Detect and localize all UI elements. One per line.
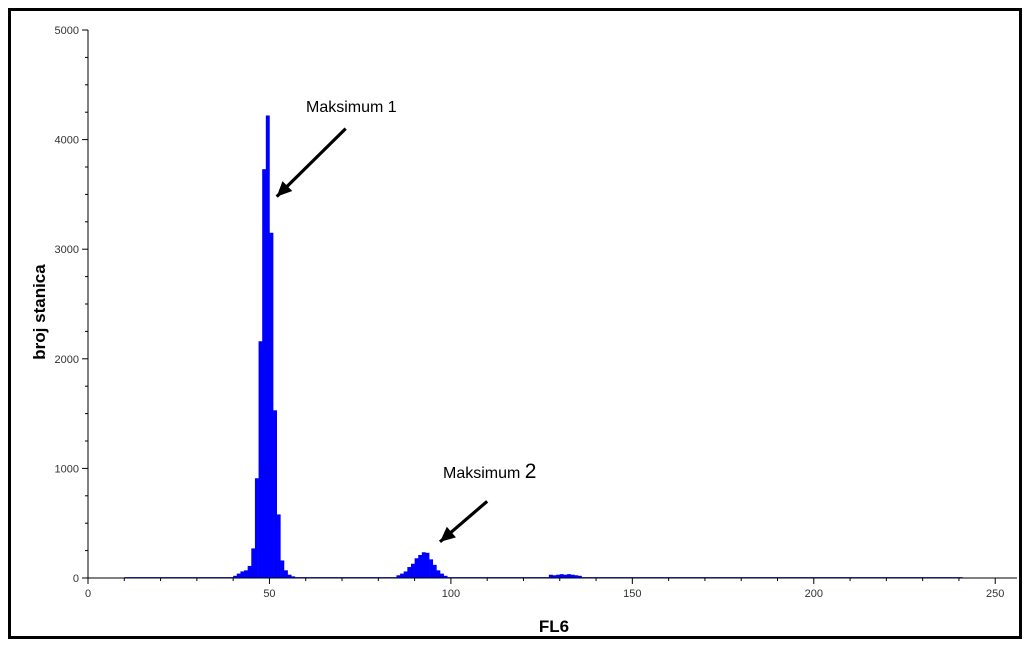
histogram-bar: [440, 573, 444, 578]
histogram-bar: [276, 514, 281, 578]
y-tick-label: 3000: [55, 244, 79, 256]
histogram-bar: [567, 574, 571, 578]
histogram-bar: [400, 573, 405, 578]
y-tick-label: 1000: [55, 463, 79, 475]
histogram-bar: [421, 552, 426, 578]
histogram-bar: [432, 564, 437, 578]
x-tick-label: 200: [805, 588, 823, 600]
y-tick-label: 4000: [55, 135, 79, 147]
annotation-number: 2: [525, 460, 537, 483]
histogram-bar: [396, 575, 401, 578]
histogram-bar: [410, 563, 415, 578]
histogram-bar: [233, 575, 238, 578]
y-tick-label: 2000: [55, 354, 79, 366]
histogram-bar: [403, 571, 408, 578]
histogram-bar: [283, 570, 288, 578]
histogram-bar: [262, 169, 267, 578]
axes: [87, 30, 1017, 579]
x-tick-label: 150: [623, 588, 641, 600]
histogram-bar: [247, 565, 252, 578]
histogram-bar: [570, 574, 575, 578]
histogram-bar: [280, 560, 285, 578]
histogram-bar: [425, 552, 430, 578]
histogram-bar: [265, 115, 270, 578]
annotation-label: Maksimum 2: [443, 460, 536, 483]
histogram-bar: [577, 575, 582, 578]
histogram-bar: [244, 570, 248, 578]
x-tick-label: 0: [85, 588, 91, 600]
annotation-arrow-shaft: [275, 127, 347, 198]
annotation-text: Maksimum: [443, 465, 525, 482]
histogram-bar: [254, 478, 259, 578]
y-tick-label: 5000: [55, 25, 79, 37]
histogram-bar: [258, 341, 263, 578]
histogram-bar: [552, 575, 557, 578]
chart-frame: [8, 8, 1022, 639]
ticks: 0 1000 2000 3000 4000 5000 0 50 100 150 200 250: [55, 25, 1005, 600]
annotation-label: Maksimum 1: [306, 99, 397, 116]
x-tick-label: 100: [442, 588, 460, 600]
histogram-bar: [269, 232, 274, 578]
annotation-arrow-head: [440, 526, 456, 542]
histogram-bar: [556, 574, 561, 578]
x-axis-title: FL6: [539, 617, 569, 636]
annotation-arrow-head: [276, 181, 293, 197]
histogram-bar: [287, 574, 292, 578]
bars: [124, 115, 963, 578]
x-tick-label: 250: [986, 588, 1004, 600]
histogram-bar: [291, 576, 296, 578]
histogram-bar: [273, 410, 278, 578]
y-tick-label: 0: [73, 573, 79, 585]
histogram-bar: [251, 548, 256, 578]
histogram-bar: [574, 575, 579, 578]
histogram-bar: [559, 574, 564, 578]
histogram-bar: [240, 571, 245, 578]
annotation-number: 1: [388, 99, 397, 116]
histogram-bar: [429, 559, 434, 578]
x-tick-label: 50: [263, 588, 275, 600]
histogram-bar: [443, 575, 448, 578]
annotation-text: Maksimum: [306, 99, 388, 116]
histogram-bar: [436, 570, 441, 578]
histogram-bar: [418, 554, 423, 578]
histogram-bar: [236, 573, 241, 578]
histogram-bar: [563, 574, 568, 578]
histogram-bar: [414, 558, 419, 578]
y-axis-title: broj stanica: [30, 264, 49, 360]
histogram-bar: [548, 574, 553, 578]
histogram-bar: [407, 567, 412, 578]
